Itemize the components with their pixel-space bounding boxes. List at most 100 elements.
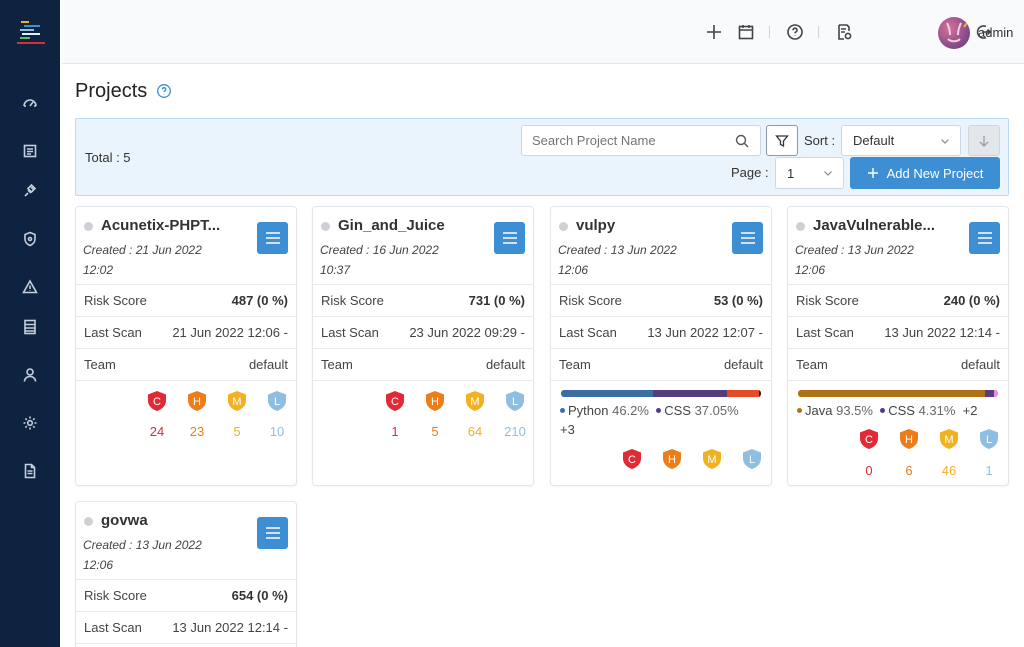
project-menu-button[interactable] [257,222,288,254]
low-shield-icon[interactable]: L [504,390,526,412]
page-select[interactable]: 1 [775,157,844,189]
medium-count[interactable]: 64 [467,424,483,439]
high-shield-icon[interactable]: H [661,448,683,470]
severity-letter: M [707,454,716,466]
project-card[interactable]: JavaVulnerable... Created : 13 Jun 2022 … [787,206,1009,486]
audit-log-icon[interactable] [834,22,854,42]
medium-shield-icon[interactable]: M [226,390,248,412]
integrations-icon[interactable] [20,181,40,201]
status-dot [559,222,568,231]
project-card[interactable]: Acunetix-PHPT... Created : 21 Jun 2022 1… [75,206,297,486]
project-menu-button[interactable] [732,222,763,254]
last-scan-suffix: - [758,325,763,340]
search-input[interactable] [521,125,761,156]
project-name[interactable]: JavaVulnerable... [813,217,936,234]
document-icon[interactable] [20,461,40,481]
filter-button[interactable] [766,125,798,156]
team-value: default [960,357,1000,372]
more-languages[interactable]: +3 [560,422,575,437]
card-divider [76,380,296,381]
language-percent: 46.2% [612,403,649,418]
medium-count[interactable]: 5 [233,424,241,439]
critical-shield-icon[interactable]: C [146,390,168,412]
low-count[interactable]: 210 [504,424,526,439]
severity-letter: C [153,396,161,408]
help-icon[interactable] [785,22,805,42]
low-count[interactable]: 10 [269,424,285,439]
settings-gear-icon[interactable] [20,413,40,433]
last-scan-suffix: - [283,620,288,635]
team-label: Team [559,357,591,372]
low-count[interactable]: 1 [985,463,993,478]
low-shield-icon[interactable]: L [266,390,288,412]
project-menu-button[interactable] [494,222,525,254]
alert-icon[interactable] [20,277,40,297]
risk-score-value: 654 (0 %) [231,588,288,603]
security-shield-icon[interactable] [20,229,40,249]
risk-score-label: Risk Score [84,293,147,308]
last-scan-label: Last Scan [84,620,142,635]
project-name[interactable]: Acunetix-PHPT... [101,217,221,234]
project-name[interactable]: Gin_and_Juice [338,217,445,234]
medium-count[interactable]: 46 [941,463,957,478]
more-languages[interactable]: +2 [962,403,978,418]
high-shield-icon[interactable]: H [186,390,208,412]
calendar-icon[interactable] [736,22,756,42]
menu-icon [265,527,280,539]
sort-select-value: Default [853,133,895,148]
menu-icon [265,232,280,244]
severity-letter: H [431,396,439,408]
severity-letter: L [274,396,280,408]
project-menu-button[interactable] [969,222,1000,254]
dashboard-icon[interactable] [20,93,40,113]
user-icon[interactable] [20,365,40,385]
project-name[interactable]: vulpy [576,217,616,234]
high-count[interactable]: 6 [905,463,913,478]
critical-count[interactable]: 0 [865,463,873,478]
username[interactable]: admin [978,25,1014,40]
add-new-project-button[interactable]: Add New Project [850,157,1000,189]
created-date: Created : 16 Jun 2022 10:37 [320,243,439,277]
critical-count[interactable]: 1 [391,424,399,439]
last-scan-suffix: - [520,325,525,340]
team-row [76,643,296,647]
project-menu-button[interactable] [257,517,288,549]
last-scan-label: Last Scan [84,325,142,340]
medium-shield-icon[interactable]: M [938,428,960,450]
app-logo-icon[interactable] [16,18,46,48]
high-shield-icon[interactable]: H [898,428,920,450]
project-card[interactable]: Gin_and_Juice Created : 16 Jun 2022 10:3… [312,206,534,486]
language-legend: Python 46.2% CSS 37.05% +3 [560,401,765,439]
high-shield-icon[interactable]: H [424,390,446,412]
severity-letter: M [232,396,241,408]
sort-select[interactable]: Default [841,125,961,156]
plus-icon[interactable] [704,22,724,42]
medium-shield-icon[interactable]: M [464,390,486,412]
critical-shield-icon[interactable]: C [384,390,406,412]
high-count[interactable]: 5 [431,424,439,439]
search-icon[interactable] [734,133,750,149]
high-count[interactable]: 23 [189,424,205,439]
project-card[interactable]: vulpy Created : 13 Jun 2022 12:06 Risk S… [550,206,772,486]
project-card[interactable]: govwa Created : 13 Jun 2022 12:06 Risk S… [75,501,297,647]
language-segment [798,390,985,397]
last-scan-value: 13 Jun 2022 12:14 [172,620,281,635]
severity-letter: L [986,434,992,446]
reports-icon[interactable] [20,317,40,337]
projects-icon[interactable] [20,141,40,161]
critical-shield-icon[interactable]: C [858,428,880,450]
last-scan-suffix: - [995,325,1000,340]
risk-score-label: Risk Score [796,293,859,308]
medium-shield-icon[interactable]: M [701,448,723,470]
critical-shield-icon[interactable]: C [621,448,643,470]
page-help-icon[interactable] [156,83,172,99]
avatar[interactable] [938,17,970,49]
low-shield-icon[interactable]: L [978,428,1000,450]
low-shield-icon[interactable]: L [741,448,763,470]
severity-letter: M [944,434,953,446]
critical-count[interactable]: 24 [149,424,165,439]
created-date: Created : 13 Jun 2022 12:06 [83,538,202,572]
project-name[interactable]: govwa [101,512,148,529]
sort-direction-button[interactable] [968,125,1000,156]
logout-icon[interactable] [973,22,993,42]
